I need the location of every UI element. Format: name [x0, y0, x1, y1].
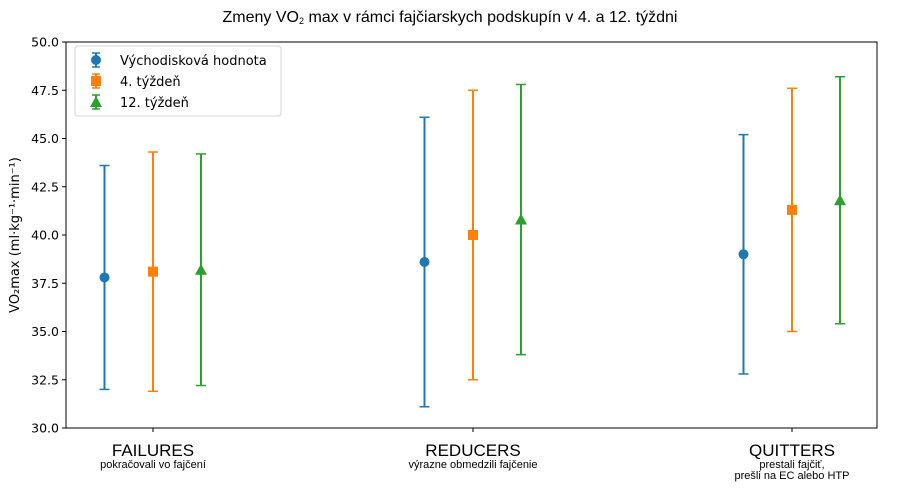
legend-label: 12. týždeň	[120, 96, 189, 111]
x-category-sublabel: výrazne obmedzili fajčenie	[408, 459, 537, 471]
data-point-triangle	[515, 213, 527, 225]
y-tick-label: 30.0	[31, 421, 59, 436]
x-category-sublabel: prešli na EC alebo HTP	[735, 470, 850, 482]
data-point-square	[148, 266, 158, 277]
y-tick-label: 42.5	[31, 179, 59, 194]
x-category-sublabel: pokračovali vo fajčení	[100, 459, 206, 471]
y-tick-label: 50.0	[31, 35, 59, 50]
chart-title: Zmeny VO2 max v rámci fajčiarskych podsk…	[222, 9, 678, 26]
y-tick-label: 37.5	[31, 276, 59, 291]
data-point-circle	[419, 257, 430, 268]
y-tick-label: 45.0	[31, 131, 59, 146]
legend-marker-triangle-icon	[90, 96, 102, 107]
data-point-square	[468, 230, 478, 240]
x-category-label: QUITTERS	[749, 441, 835, 460]
y-tick-label: 40.0	[31, 228, 59, 243]
data-point-triangle	[834, 194, 846, 206]
legend-marker-circle-icon	[91, 55, 101, 65]
data-point-circle	[99, 272, 110, 283]
legend-box	[74, 45, 282, 117]
legend-label: Východisková hodnota	[120, 54, 267, 69]
y-tick-label: 32.5	[31, 372, 59, 387]
x-category-label: REDUCERS	[425, 441, 520, 460]
x-category-sublabel: prestali fajčiť,	[759, 459, 824, 471]
legend-marker-square-icon	[91, 76, 101, 86]
data-point-triangle	[195, 263, 207, 275]
y-tick-label: 47.5	[31, 83, 59, 98]
y-tick-label: 35.0	[31, 324, 59, 339]
legend-label: 4. týždeň	[120, 75, 181, 90]
x-category-label: FAILURES	[112, 441, 194, 460]
y-axis-label: VO₂max (ml·kg⁻¹·min⁻¹)	[8, 157, 23, 313]
data-point-square	[787, 204, 797, 215]
data-point-circle	[738, 249, 749, 260]
